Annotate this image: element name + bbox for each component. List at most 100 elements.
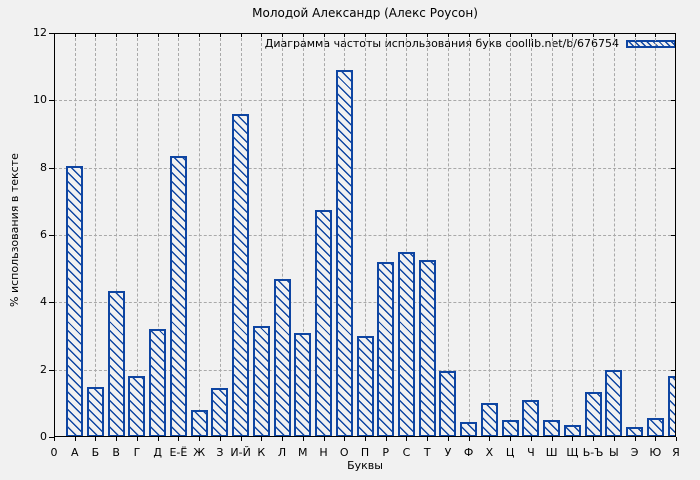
x-tick-label-Г: Г xyxy=(133,446,141,459)
y-tick-right-6 xyxy=(671,235,676,236)
x-tick-top-Е-Ё xyxy=(178,33,180,37)
x-tick-top-Ц xyxy=(510,33,512,37)
x-tick-Э xyxy=(634,437,636,441)
y-tick-label-8: 8 xyxy=(40,160,47,174)
bar-Щ xyxy=(563,425,581,437)
y-tick-label-6: 6 xyxy=(40,228,47,241)
bar-С xyxy=(397,251,415,437)
x-tick-Ы xyxy=(613,437,615,441)
bar-К xyxy=(252,325,270,437)
x-tick-label-З: З xyxy=(216,446,224,459)
x-tick-label-К: К xyxy=(257,446,266,459)
x-tick-Н xyxy=(323,437,325,441)
bar-М xyxy=(294,332,312,437)
bar-И-Й xyxy=(232,113,250,437)
x-tick-label-О: О xyxy=(339,446,349,459)
bar-Я xyxy=(667,376,676,437)
x-tick-Е-Ё xyxy=(178,437,180,441)
chart-title: Молодой Александр (Алекс Роусон) xyxy=(252,6,478,20)
x-tick-Ч xyxy=(530,437,532,441)
x-tick-Ю xyxy=(655,437,657,441)
x-tick-top-С xyxy=(406,33,408,37)
bar-Ч xyxy=(522,399,540,437)
gridline-v-У xyxy=(447,33,449,437)
y-tick-label-0: 0 xyxy=(40,430,47,443)
x-tick-Б xyxy=(95,437,97,441)
gridline-v-Ж xyxy=(199,33,201,437)
bar-У xyxy=(439,371,457,437)
bar-Л xyxy=(273,278,291,437)
x-tick-Ь-Ъ xyxy=(593,437,595,441)
gridline-v-Э xyxy=(634,33,636,437)
x-tick-top-О xyxy=(344,33,346,37)
x-tick-label-Ы: Ы xyxy=(608,446,619,459)
x-tick-top-В xyxy=(116,33,118,37)
bar-Ф xyxy=(460,421,478,437)
x-tick-Х xyxy=(489,437,491,441)
x-tick-С xyxy=(406,437,408,441)
bar-Э xyxy=(626,426,644,437)
x-tick-label-Х: Х xyxy=(485,446,494,459)
bar-А xyxy=(66,165,84,437)
x-tick-label-Ч: Ч xyxy=(527,446,535,459)
x-tick-label-В: В xyxy=(112,446,120,459)
bar-Ш xyxy=(543,420,561,437)
gridline-v-Д xyxy=(157,33,159,437)
x-tick-label-Э: Э xyxy=(630,446,639,459)
x-tick-top-Н xyxy=(323,33,325,37)
x-tick-label-С: С xyxy=(402,446,411,459)
y-tick-6 xyxy=(49,235,54,236)
x-tick-top-З xyxy=(219,33,221,37)
bar-Ц xyxy=(501,420,519,437)
x-tick-Щ xyxy=(572,437,574,441)
x-tick-label-Е-Ё: Е-Ё xyxy=(169,446,188,459)
y-tick-right-2 xyxy=(671,369,676,371)
bar-Г xyxy=(128,376,146,437)
bar-Б xyxy=(86,386,104,437)
legend-label: Диаграмма частоты использования букв coo… xyxy=(264,37,619,50)
gridline-v-Г xyxy=(136,33,138,437)
bar-Д xyxy=(149,329,167,437)
gridline-v-Ц xyxy=(510,33,512,437)
x-tick-top-Ч xyxy=(530,33,532,37)
bar-Ы xyxy=(605,369,623,437)
bar-П xyxy=(356,336,374,437)
x-tick-top-Г xyxy=(136,33,138,37)
x-tick-label-М: М xyxy=(298,446,308,459)
x-axis-label: Буквы xyxy=(347,459,383,472)
x-tick-Ш xyxy=(551,437,553,441)
x-tick-label-А: А xyxy=(70,446,79,459)
x-tick-label-0: 0 xyxy=(50,446,58,459)
x-tick-Г xyxy=(136,437,138,441)
x-tick-top-Х xyxy=(489,33,491,37)
x-tick-top-У xyxy=(447,33,449,37)
y-tick-8 xyxy=(49,167,54,169)
x-tick-top-Ф xyxy=(468,33,470,37)
gridline-v-М xyxy=(302,33,304,437)
x-tick-А xyxy=(74,437,76,441)
x-tick-label-Ь-Ъ: Ь-Ъ xyxy=(582,446,604,459)
x-tick-top-Ж xyxy=(199,33,201,37)
x-tick-top-Ы xyxy=(613,33,615,37)
x-tick-top-Р xyxy=(385,33,387,37)
x-tick-Ж xyxy=(199,437,201,441)
x-tick-Я xyxy=(676,437,677,441)
x-tick-top-Т xyxy=(427,33,429,37)
gridline-v-Ш xyxy=(551,33,553,437)
bar-Ь-Ъ xyxy=(584,391,602,437)
x-tick-М xyxy=(302,437,304,441)
bar-Т xyxy=(418,260,436,437)
gridline-v-Л xyxy=(282,33,284,437)
x-tick-Т xyxy=(427,437,429,441)
y-tick-label-10: 10 xyxy=(33,93,47,107)
x-tick-top-П xyxy=(365,33,366,37)
x-tick-label-Ш: Ш xyxy=(545,446,558,459)
x-tick-label-Я: Я xyxy=(672,446,680,459)
x-tick-П xyxy=(365,437,366,441)
gridline-v-Т xyxy=(427,33,429,437)
x-tick-top-Л xyxy=(282,33,284,37)
x-tick-top-Щ xyxy=(572,33,574,37)
x-tick-top-К xyxy=(261,33,263,37)
x-tick-top-Д xyxy=(157,33,159,37)
